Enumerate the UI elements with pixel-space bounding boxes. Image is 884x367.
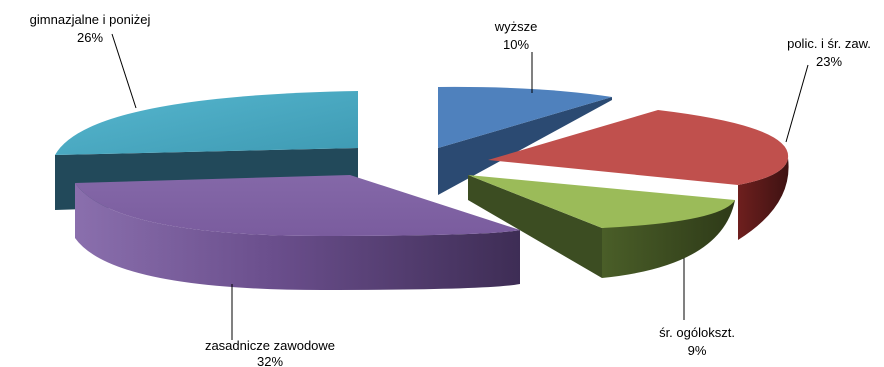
leader-line-gimnazjalne [111,33,137,109]
slice-polic [488,110,789,240]
label-gimnazjalne-value: 26% [77,30,103,45]
label-zasadnicze-name: zasadnicze zawodowe [205,338,335,353]
slice-srednie-ogolne [468,175,735,278]
label-polic-name: polic. i śr. zaw. [787,36,871,51]
label-gimnazjalne-name: gimnazjalne i poniżej [30,12,151,27]
slice-wyzsze [438,86,612,195]
label-wyzsze-name: wyższe [494,19,538,34]
label-wyzsze-value: 10% [503,37,529,52]
label-srednie-value: 9% [688,343,707,358]
label-zasadnicze-value: 32% [257,354,283,367]
label-gimnazjalne: gimnazjalne i poniżej 26% [30,12,151,45]
slice-zasadnicze [75,175,520,290]
leader-line-polic [785,64,809,143]
label-polic-value: 23% [816,54,842,69]
label-wyzsze: wyższe 10% [494,19,538,52]
label-srednie-name: śr. ogólokszt. [659,325,735,340]
label-polic: polic. i śr. zaw. 23% [787,36,871,69]
label-zasadnicze: zasadnicze zawodowe 32% [205,338,335,367]
label-srednie: śr. ogólokszt. 9% [659,325,735,358]
